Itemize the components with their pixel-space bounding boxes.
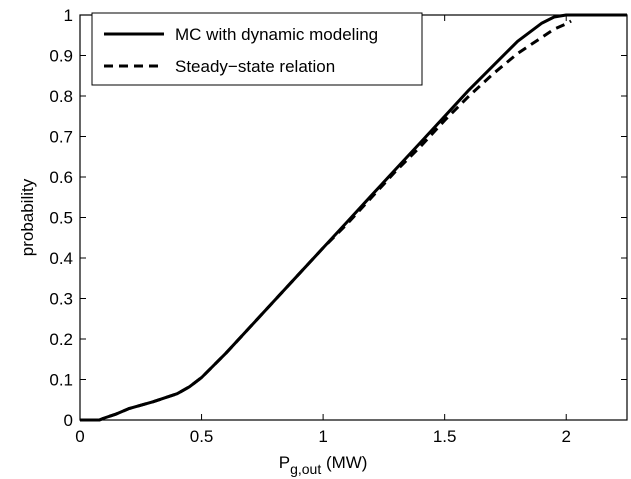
legend-label-steady-state: Steady−state relation bbox=[175, 57, 335, 76]
x-axis-label: Pg,out (MW) bbox=[279, 453, 368, 477]
y-tick-label: 0 bbox=[64, 411, 73, 430]
x-tick-label: 1.5 bbox=[433, 427, 457, 446]
x-tick-label: 0.5 bbox=[190, 427, 214, 446]
y-tick-label: 0.2 bbox=[49, 330, 73, 349]
plot-area bbox=[80, 13, 627, 422]
x-axis-label-unit: (MW) bbox=[321, 453, 367, 472]
y-tick-label: 0.7 bbox=[49, 128, 73, 147]
legend: MC with dynamic modeling Steady−state re… bbox=[91, 12, 423, 86]
x-axis-label-subscript: g,out bbox=[290, 461, 321, 477]
axis-ticks: 0 0.5 1 1.5 2 0 0.1 0.2 0.3 0.4 0.5 0.6 0.7 0.8 0.9 1 bbox=[49, 6, 627, 446]
y-tick-label: 0.1 bbox=[49, 371, 73, 390]
y-tick-label: 0.5 bbox=[49, 209, 73, 228]
y-tick-label: 0.6 bbox=[49, 168, 73, 187]
legend-label-mc-dynamic: MC with dynamic modeling bbox=[175, 25, 378, 44]
y-tick-label: 0.4 bbox=[49, 249, 73, 268]
x-tick-label: 2 bbox=[561, 427, 570, 446]
x-axis-label-main: P bbox=[279, 453, 290, 472]
axis-labels: probability Pg,out (MW) bbox=[18, 178, 367, 477]
y-tick-label: 1 bbox=[64, 6, 73, 25]
x-tick-label: 0 bbox=[75, 427, 84, 446]
y-axis-label: probability bbox=[18, 178, 37, 256]
x-tick-label: 1 bbox=[318, 427, 327, 446]
y-tick-label: 0.9 bbox=[49, 47, 73, 66]
legend-box bbox=[91, 12, 423, 86]
series-line-steady-state bbox=[80, 19, 572, 422]
y-tick-label: 0.8 bbox=[49, 87, 73, 106]
y-tick-label: 0.3 bbox=[49, 290, 73, 309]
